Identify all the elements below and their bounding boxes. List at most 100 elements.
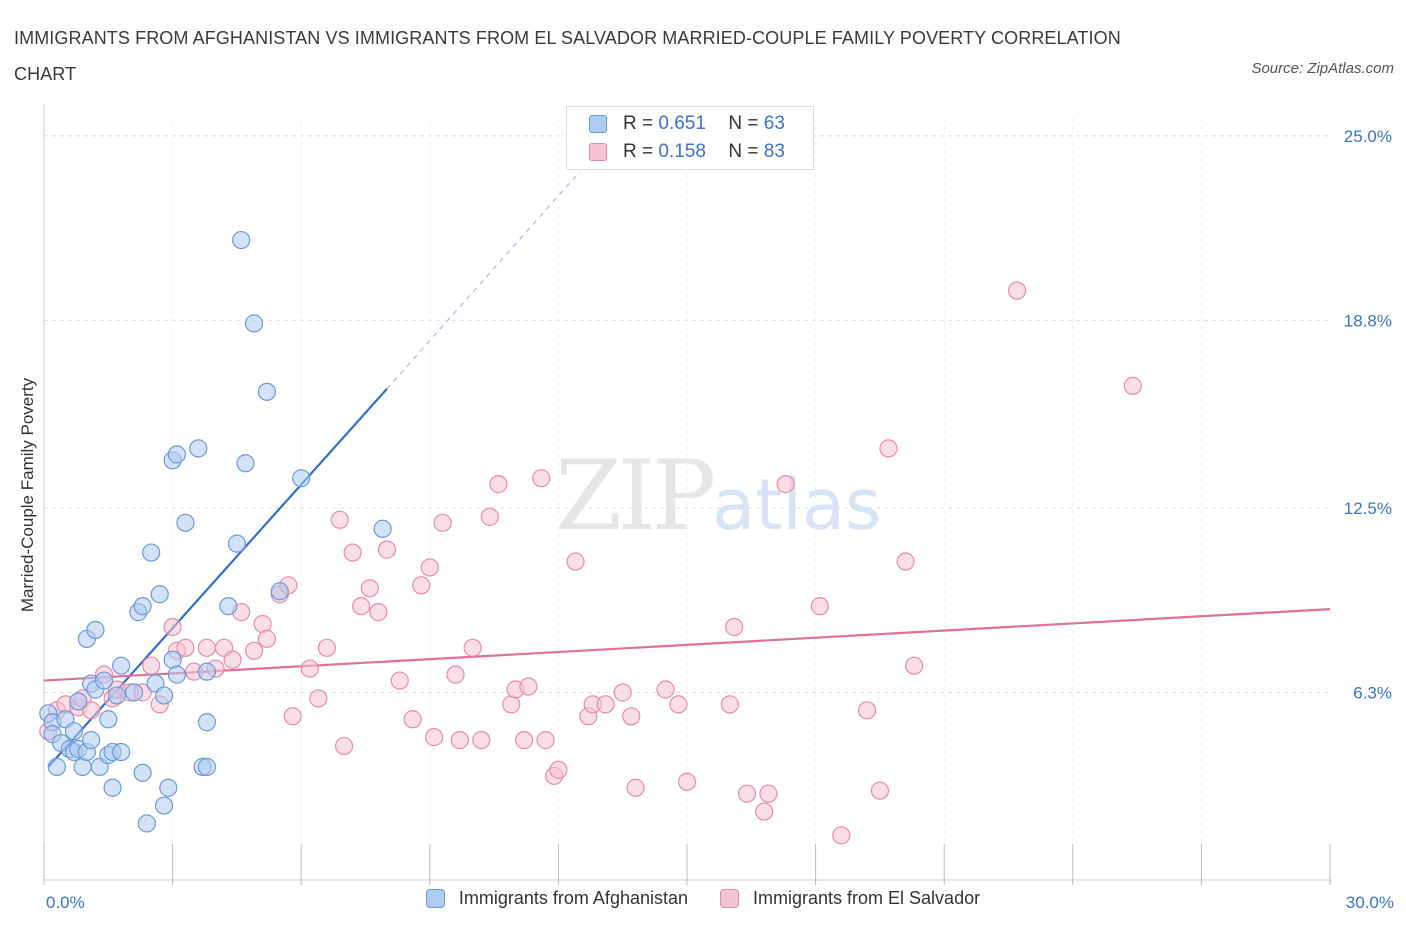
elsalvador-point [360, 579, 379, 598]
y-tick-label: 25.0% [1344, 127, 1392, 146]
afghanistan-point [270, 582, 289, 601]
afghanistan-point [86, 620, 105, 640]
elsalvador-point [330, 510, 349, 529]
elsalvador-point [176, 638, 195, 657]
elsalvador-point [725, 617, 744, 637]
afghanistan-point [133, 597, 152, 616]
afghanistan-point [292, 469, 311, 488]
afghanistan-point [373, 519, 392, 538]
elsalvador-point [879, 439, 898, 458]
source-label: Source: ZipAtlas.com [1251, 60, 1394, 77]
elsalvador-point [720, 695, 739, 714]
elsalvador-point [532, 469, 551, 488]
afghanistan-trend-extension [386, 171, 581, 390]
afghanistan-point [124, 683, 144, 702]
afghanistan-point [154, 686, 174, 705]
afghanistan-swatch [589, 115, 607, 133]
elsalvador-point [343, 543, 362, 562]
elsalvador-point [244, 641, 264, 660]
elsalvador-point [223, 650, 242, 669]
afghanistan-point [257, 382, 277, 401]
afghanistan-trend-line [47, 388, 388, 768]
r-label: R = [623, 113, 659, 134]
r-label: R = [623, 141, 659, 162]
elsalvador-point [300, 659, 319, 678]
elsalvador-point [424, 728, 444, 747]
n-value: 63 [763, 113, 785, 134]
n-label: N = [728, 141, 764, 162]
axes [43, 104, 1331, 885]
afghanistan-point [176, 513, 195, 532]
elsalvador-swatch [720, 889, 740, 908]
afghanistan-point [112, 656, 131, 675]
series-legend: Immigrants from Afghanistan Immigrants f… [0, 888, 1406, 909]
elsalvador-point [515, 731, 534, 750]
watermark: ZIPatlas [555, 440, 881, 552]
afghanistan-point [236, 454, 255, 473]
elsalvador-point [420, 558, 439, 577]
elsalvador-point [463, 638, 482, 657]
elsalvador-point [549, 760, 568, 779]
elsalvador-point [480, 507, 499, 526]
elsalvador-point [163, 617, 182, 637]
watermark-atlas: atlas [712, 464, 882, 546]
legend-row-afghanistan: R = 0.651 N = 63 [589, 112, 785, 136]
elsalvador-point [669, 695, 688, 714]
elsalvador-point [377, 540, 397, 559]
afghanistan-point [154, 796, 174, 815]
afghanistan-point [227, 534, 246, 553]
elsalvador-point [1007, 281, 1027, 300]
elsalvador-point [317, 638, 337, 657]
elsalvador-trend-line [43, 608, 1331, 682]
n-value: 83 [763, 141, 785, 162]
afghanistan-point [159, 778, 178, 797]
elsalvador-point [857, 701, 877, 720]
afghanistan-point [167, 665, 186, 684]
elsalvador-point [489, 475, 508, 494]
afghanistan-point [189, 439, 208, 458]
elsalvador-point [283, 707, 302, 726]
elsalvador-point [82, 701, 101, 720]
elsalvador-point [257, 629, 277, 648]
elsalvador-point [309, 689, 328, 708]
x-tick-label: 30.0% [1346, 893, 1394, 912]
elsalvador-swatch [589, 143, 607, 161]
legend-item-elsalvador[interactable]: Immigrants from El Salvador [720, 888, 980, 909]
elsalvador-point [334, 736, 354, 756]
trend-lines [43, 171, 1331, 768]
afghanistan-point [197, 757, 216, 776]
elsalvador-point [832, 826, 851, 845]
legend-item-afghanistan[interactable]: Immigrants from Afghanistan [425, 888, 688, 909]
elsalvador-point [352, 597, 371, 616]
afghanistan-point [232, 230, 251, 250]
afghanistan-point [142, 543, 161, 562]
legend-label: Immigrants from El Salvador [753, 888, 981, 908]
afghanistan-point [219, 597, 238, 616]
x-tick-label: 0.0% [46, 893, 85, 912]
afghanistan-point [133, 763, 152, 782]
elsalvador-point [472, 731, 491, 750]
r-value: 0.158 [658, 141, 706, 162]
elsalvador-point [759, 784, 778, 803]
elsalvador-point [677, 772, 697, 791]
elsalvador-point [622, 707, 641, 726]
afghanistan-point [112, 742, 131, 762]
afghanistan-swatch [425, 889, 445, 908]
elsalvador-point [905, 656, 924, 675]
elsalvador-point [433, 513, 452, 532]
data-points [39, 230, 1142, 845]
elsalvador-point [142, 656, 161, 675]
y-tick-label: 12.5% [1344, 499, 1392, 518]
afghanistan-point [94, 671, 114, 690]
elsalvador-point [656, 680, 675, 699]
elsalvador-point [450, 731, 469, 750]
elsalvador-point [776, 475, 795, 494]
elsalvador-point [596, 695, 615, 714]
elsalvador-point [403, 710, 422, 729]
elsalvador-point [755, 802, 774, 821]
correlation-legend: R = 0.651 N = 63 R = 0.158 N = 83 [566, 106, 814, 170]
afghanistan-point [197, 662, 216, 681]
afghanistan-point [103, 778, 122, 797]
elsalvador-point [896, 552, 915, 571]
